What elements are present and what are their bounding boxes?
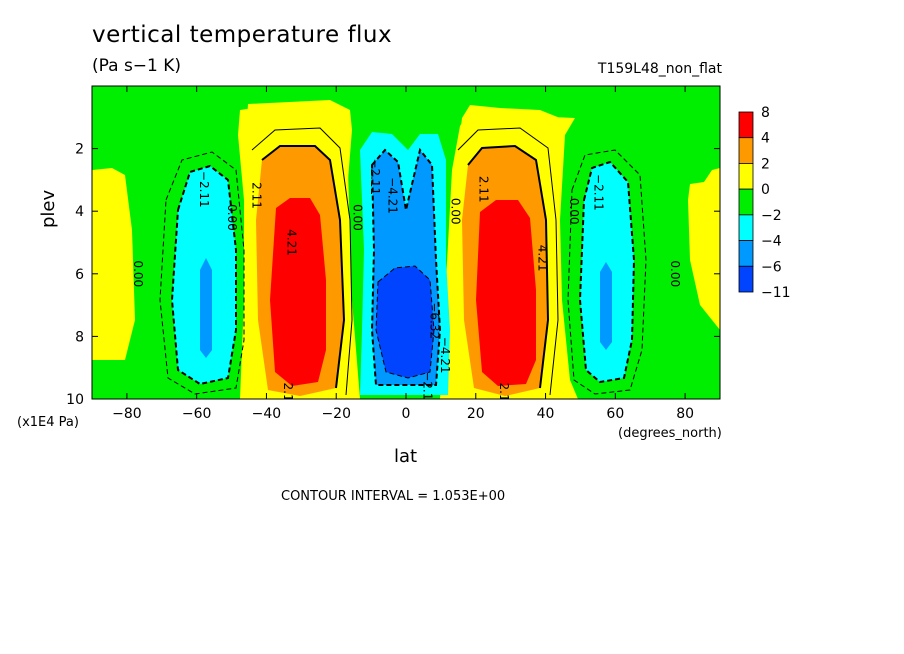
contour-line [261, 145, 346, 389]
region-right-plus4 [476, 200, 536, 386]
contour-line [375, 265, 435, 379]
x-tick-label: −40 [252, 406, 282, 422]
contour-label: −4.21 [386, 177, 400, 214]
x-tick-label: −60 [182, 406, 212, 422]
contour-label: −2.11 [368, 158, 382, 195]
y-axis-units: (x1E4 Pa) [17, 415, 79, 430]
contour-label: −2.11 [591, 174, 605, 211]
contour-label: 4.21 [536, 245, 550, 272]
x-axis: −80 −60 −40 −20 0 20 40 60 80 [112, 86, 694, 422]
colorbar-label: −2 [761, 208, 782, 224]
x-axis-label: lat [394, 446, 418, 467]
x-tick-label: 40 [537, 406, 555, 422]
x-tick-label: −80 [112, 406, 142, 422]
region-left-plus4 [270, 198, 326, 386]
contour-label: 0.00 [448, 198, 462, 225]
colorbar-label: 8 [761, 105, 770, 121]
region-center-minus6 [376, 266, 434, 378]
contour-label: 0.00 [225, 204, 239, 231]
contour-line [467, 144, 550, 389]
contour-label: −2.11 [420, 371, 434, 408]
colorbar-swatch [738, 111, 754, 139]
contour-labels: 0.00−2.110.002.114.212.110.00−2.11−4.21 0… [131, 158, 682, 410]
x-tick-label: 80 [676, 406, 694, 422]
contour-line [567, 149, 647, 395]
x-tick-label: 0 [402, 406, 411, 422]
region-left-minus4 [200, 258, 212, 358]
colorbar-swatch [738, 137, 754, 164]
contour-lines [159, 127, 647, 396]
contour-label: 2.11 [476, 176, 490, 203]
contour-interval-label: CONTOUR INTERVAL = 1.053E+00 [281, 489, 506, 504]
colorbar-label: −4 [761, 234, 782, 250]
x-tick-label: 60 [606, 406, 624, 422]
y-tick-label: 6 [75, 267, 84, 283]
x-tick-label: −20 [321, 406, 351, 422]
contour-label: −4.21 [438, 337, 452, 374]
contour-line [159, 151, 245, 395]
contour-label: 0.00 [131, 260, 145, 287]
contour-label: −2.11 [197, 171, 211, 208]
contour-label: −6.32 [427, 302, 441, 339]
colorbar-label: 0 [761, 182, 770, 198]
contour-label: 0.00 [351, 204, 365, 231]
y-tick-label: 2 [75, 142, 84, 158]
y-tick-label: 10 [66, 392, 84, 408]
colorbar-swatch [738, 163, 754, 190]
contour-label: 0.00 [567, 198, 581, 225]
y-axis-label: plev [38, 189, 59, 228]
contour-line [170, 164, 237, 386]
contour-label: 2.11 [249, 182, 263, 209]
contour-line [251, 127, 353, 396]
y-tick-label: 4 [75, 204, 84, 220]
colorbar-swatch [738, 265, 754, 293]
colorbar: 8 4 2 0 −2 −4 −6 −11 [738, 105, 791, 301]
contour-label: 0.00 [668, 260, 682, 287]
chart-subtitle: (Pa s−1 K) [92, 56, 182, 76]
contour-label: 2.11 [497, 383, 511, 410]
colorbar-label: −6 [761, 259, 782, 275]
colorbar-swatch [738, 240, 754, 267]
y-axis: 2 4 6 8 10 [66, 142, 720, 408]
region-right-minus4 [600, 262, 612, 350]
contour-line [457, 127, 559, 396]
x-tick-label: 20 [467, 406, 485, 422]
contour-label: 4.21 [284, 229, 298, 256]
colorbar-swatch [738, 188, 754, 216]
colorbar-swatch [738, 214, 754, 241]
contour-label: 2.11 [281, 383, 295, 410]
colorbar-label: 4 [761, 131, 770, 147]
colorbar-label: 2 [761, 156, 770, 172]
colorbar-label: −11 [761, 285, 791, 301]
run-label: T159L48_non_flat [597, 61, 722, 77]
plot-area: 0.00−2.110.002.114.212.110.00−2.11−4.21 0… [92, 86, 720, 410]
y-tick-label: 8 [75, 329, 84, 345]
chart-title: vertical temperature flux [92, 22, 393, 48]
x-axis-units: (degrees_north) [618, 426, 722, 441]
